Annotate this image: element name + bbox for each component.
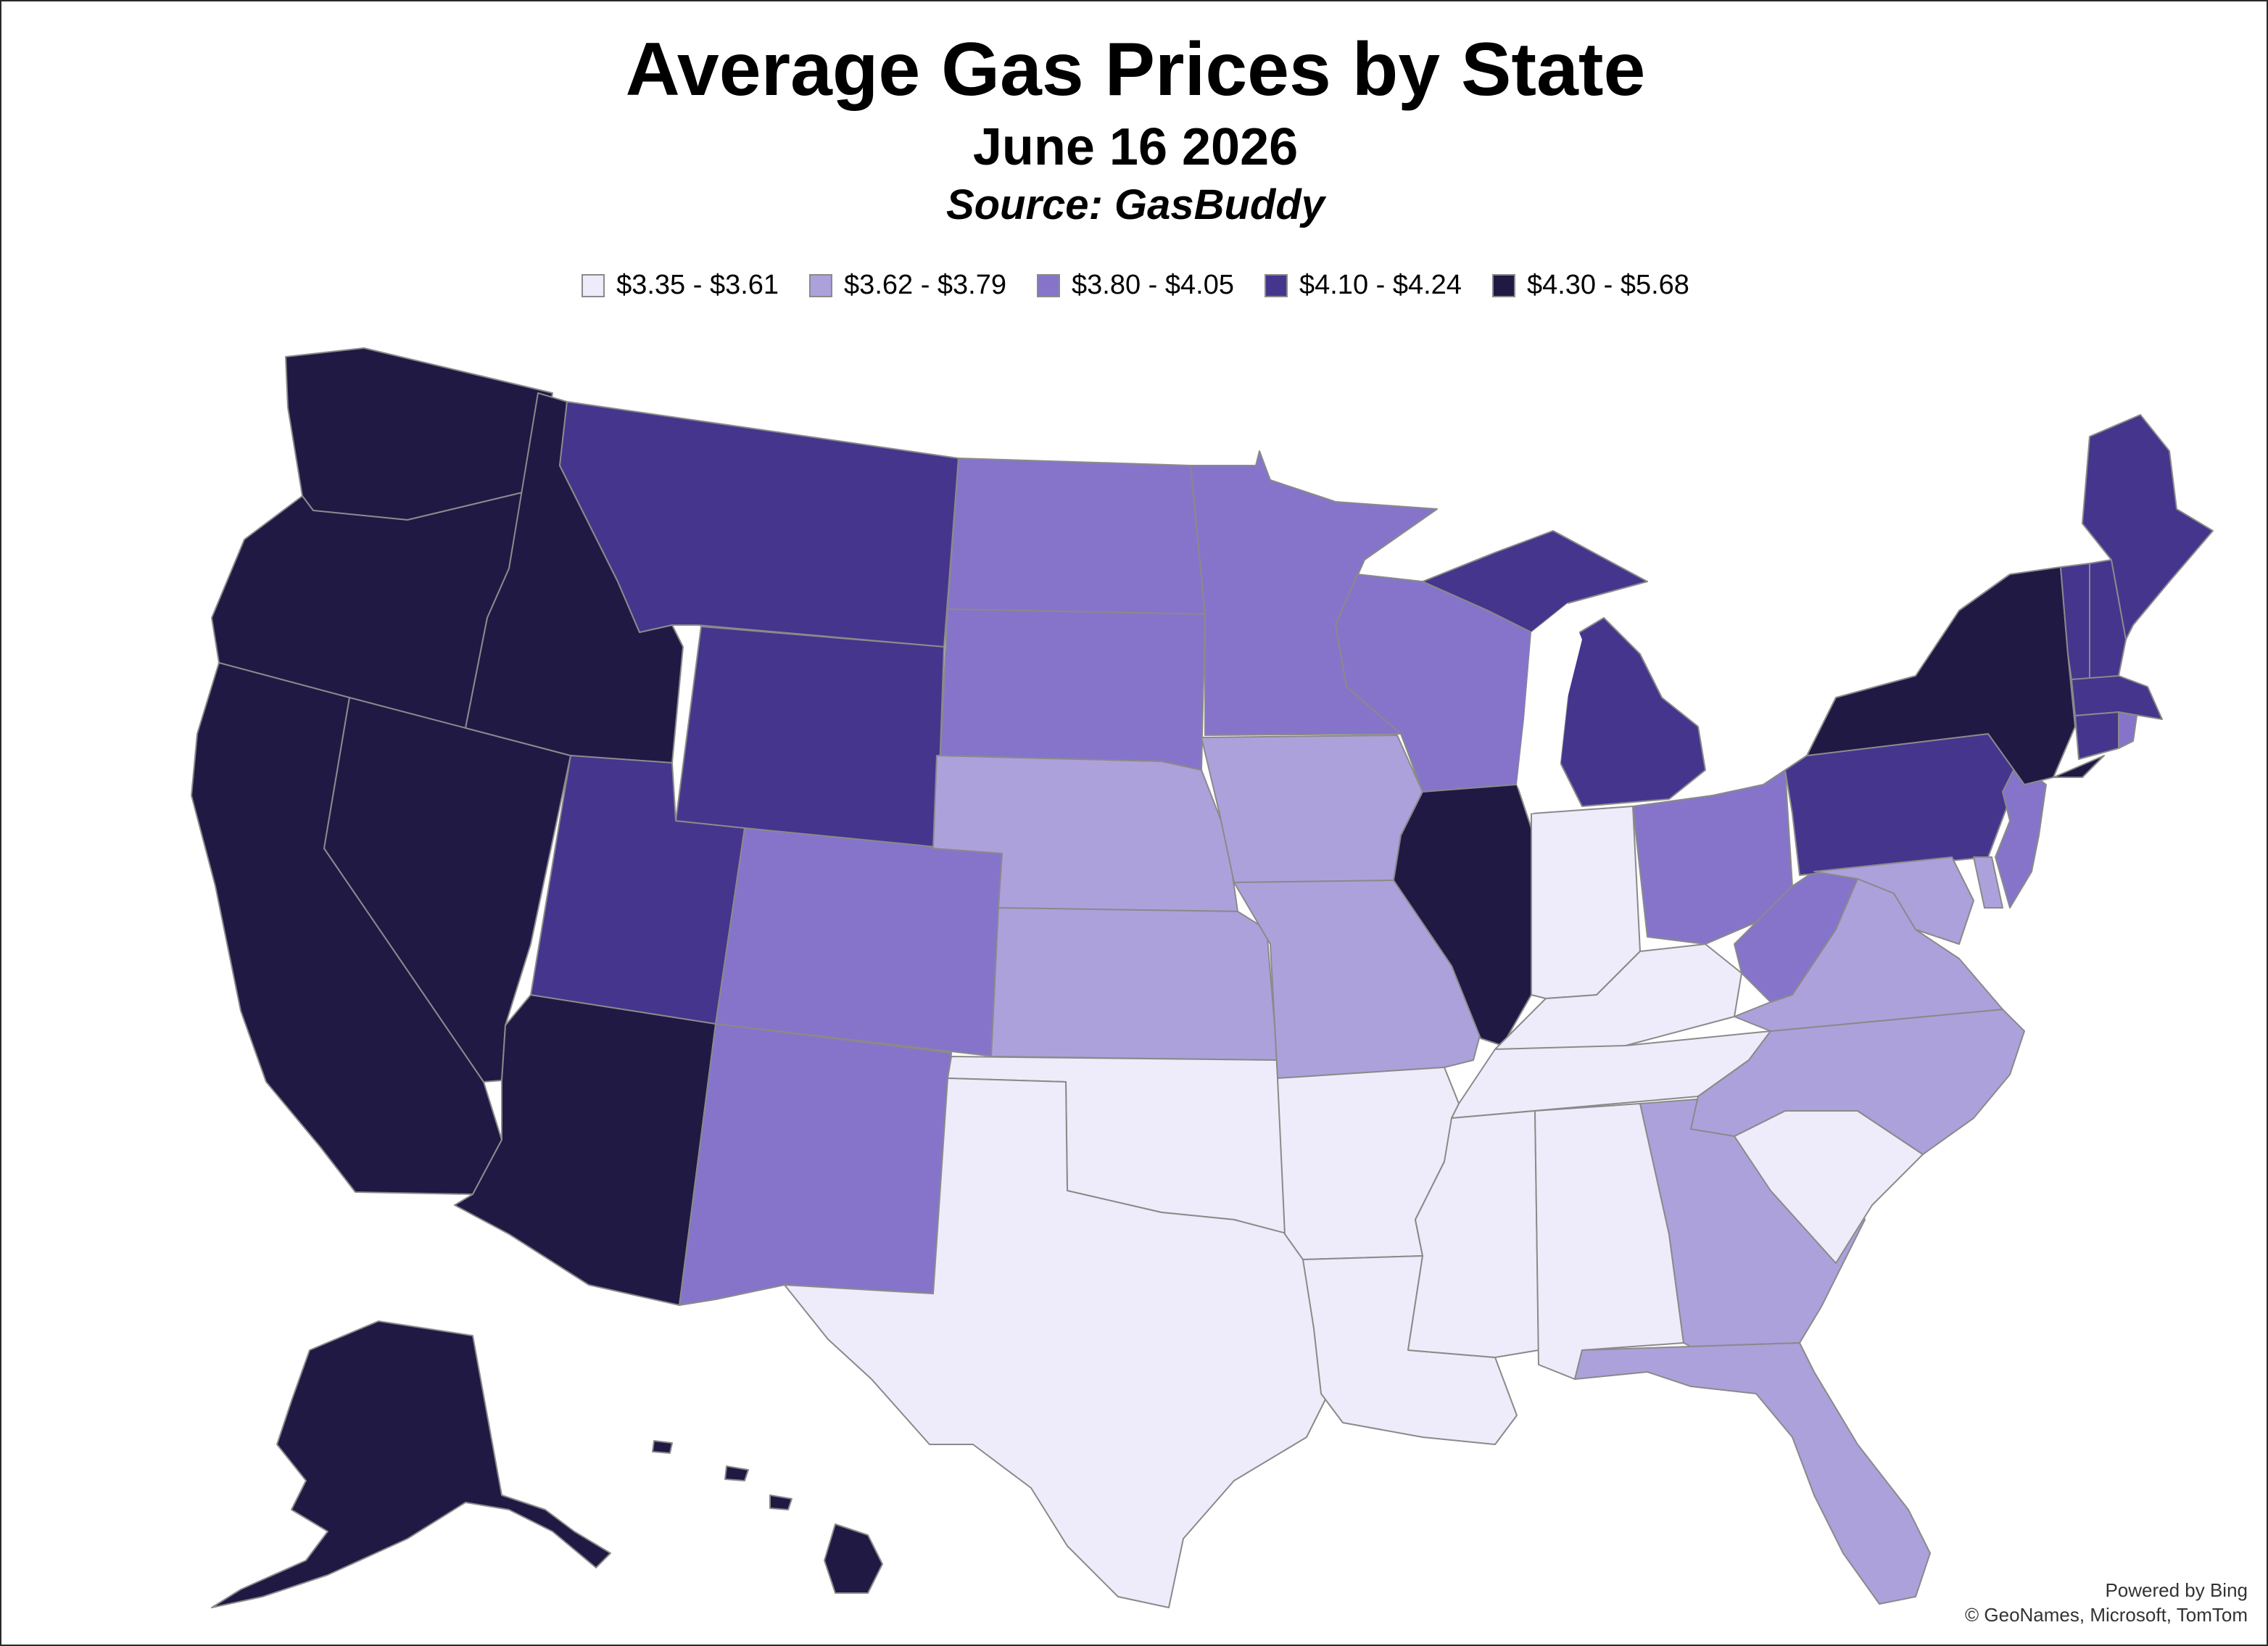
legend-label: $4.10 - $4.24 — [1299, 270, 1462, 300]
legend-label: $3.80 - $4.05 — [1072, 270, 1234, 300]
state-nj[interactable] — [1995, 762, 2047, 909]
legend-swatch-tier1 — [582, 273, 605, 297]
state-nd[interactable] — [947, 458, 1206, 615]
state-nm[interactable] — [679, 1023, 952, 1306]
legend-item: $3.62 - $3.79 — [809, 270, 1006, 301]
state-hi[interactable] — [652, 1440, 883, 1594]
state-me[interactable] — [2082, 414, 2214, 640]
credit-line-1: Powered by Bing — [2105, 1579, 2248, 1601]
legend-label: $3.62 - $3.79 — [844, 270, 1007, 300]
state-co[interactable] — [715, 827, 1003, 1057]
state-md[interactable] — [1813, 856, 1974, 945]
legend-label: $4.30 - $5.68 — [1526, 270, 1689, 300]
legend-swatch-tier5 — [1491, 273, 1515, 297]
map-title: Average Gas Prices by State — [625, 28, 1646, 112]
state-fl[interactable] — [1574, 1342, 1931, 1605]
legend-item: $3.80 - $4.05 — [1037, 270, 1234, 301]
legend-swatch-tier2 — [809, 273, 833, 297]
state-il[interactable] — [1393, 784, 1532, 1046]
legend-item: $4.30 - $5.68 — [1491, 270, 1689, 301]
state-ri[interactable] — [2118, 711, 2137, 749]
credit-line-2: © GeoNames, Microsoft, TomTom — [1965, 1604, 2248, 1626]
state-ia[interactable] — [1201, 735, 1423, 883]
map-credit: Powered by Bing © GeoNames, Microsoft, T… — [1965, 1578, 2248, 1627]
state-tx[interactable] — [784, 1078, 1329, 1608]
map-source: Source: GasBuddy — [945, 181, 1325, 228]
legend-item: $4.10 - $4.24 — [1264, 270, 1462, 301]
state-sd[interactable] — [940, 608, 1206, 771]
state-wy[interactable] — [675, 626, 945, 849]
lake-michigan — [1517, 603, 1582, 814]
map-legend: $3.35 - $3.61 $3.62 - $3.79 $3.80 - $4.0… — [1, 270, 2268, 301]
legend-swatch-tier4 — [1264, 273, 1288, 297]
map-subtitle: June 16 2026 — [972, 118, 1299, 176]
legend-label: $3.35 - $3.61 — [616, 270, 779, 300]
state-ks[interactable] — [990, 907, 1278, 1061]
state-de[interactable] — [1973, 856, 2003, 909]
state-ak[interactable] — [211, 1320, 611, 1608]
state-az[interactable] — [454, 994, 716, 1306]
state-ct[interactable] — [2074, 711, 2119, 760]
state-pa[interactable] — [1784, 733, 2018, 876]
legend-item: $3.35 - $3.61 — [582, 270, 779, 301]
legend-swatch-tier3 — [1037, 273, 1061, 297]
state-mn[interactable] — [1190, 450, 1438, 736]
